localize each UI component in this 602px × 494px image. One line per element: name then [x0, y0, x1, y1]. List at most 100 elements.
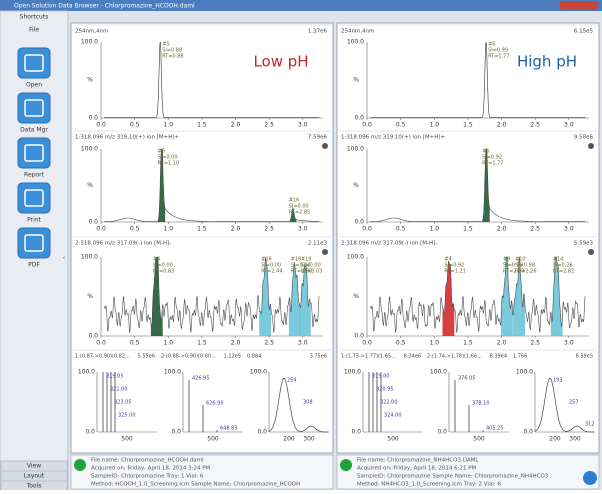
x-tick-label: 300 [569, 436, 581, 443]
sidebar-button[interactable] [17, 92, 51, 124]
sidebar-button[interactable] [17, 182, 51, 214]
sidebar-tab-label: Layout [24, 473, 45, 480]
peak-label: RT=1.77 [482, 161, 504, 167]
x-tick-label: 0.5 [130, 122, 140, 129]
x-tick-label: 3.0 [298, 340, 308, 347]
collapse-arrow: ‹ [63, 255, 65, 262]
sidebar-header: Shortcuts [20, 14, 49, 21]
x-tick-label: 2.0 [231, 122, 241, 129]
spectrum-label: 322.00 [380, 400, 398, 406]
x-tick-label: 1.0 [163, 340, 173, 347]
y-top: 100.0 [250, 369, 267, 376]
y-bottom: 0.0 [88, 333, 98, 340]
status-icon [340, 459, 352, 471]
y-bottom: 0.0 [257, 429, 267, 436]
trace-max: 5.59e3 [574, 241, 594, 247]
spectrum-max: 5.55e6 [138, 354, 155, 360]
peak-label: RT=2.88 [291, 269, 313, 275]
spectrum-label: 626.90 [206, 401, 224, 407]
y-label: % [353, 293, 359, 300]
peak-label: #4 [444, 257, 451, 263]
x-tick-label: 0.0 [96, 226, 106, 233]
button-label: Data Mgr [20, 127, 48, 134]
x-tick-label: 1.0 [429, 340, 439, 347]
y-bottom: 0.0 [354, 115, 364, 122]
x-tick-label: 2.0 [231, 340, 241, 347]
spectrum-label: 378.10 [472, 401, 490, 407]
window-title: Open Solution Data Browser - Chlorpromaz… [14, 3, 195, 10]
y-top: 100.0 [81, 39, 98, 46]
x-tick-label: 500 [387, 436, 399, 443]
x-tick-label: 2.5 [264, 122, 274, 129]
x-tick-label: 500 [121, 436, 133, 443]
spectrum-header: 1:(1.73->1.77)(1.65... [341, 354, 396, 360]
sidebar-button[interactable] [17, 137, 51, 169]
x-tick-label: 2.5 [530, 226, 540, 233]
x-tick-label: 0.5 [396, 340, 406, 347]
button-icon [24, 54, 44, 72]
info-text: Method: NH4HCO3_1.0_Screening.lcm Tray: … [357, 482, 501, 488]
button-label: PDF [28, 262, 40, 269]
x-tick-label: 1.5 [197, 226, 207, 233]
x-tick-label: 1.0 [429, 226, 439, 233]
spectrum-max: 3.75e6 [310, 354, 327, 360]
y-bottom: 0.0 [88, 219, 98, 226]
x-tick-label: 2.5 [264, 340, 274, 347]
sidebar-button[interactable] [17, 47, 51, 79]
x-tick-label: 0.0 [96, 340, 106, 347]
expand-button[interactable] [322, 143, 328, 149]
trace-line [104, 41, 320, 118]
nav-button[interactable] [583, 471, 597, 485]
peak-label: SI=0.98 [503, 263, 523, 269]
peak-label: #5 [162, 42, 169, 48]
spectrum-label: 308 [303, 400, 313, 406]
peak-label: #4 [153, 257, 160, 263]
x-tick-label: 0.5 [130, 226, 140, 233]
x-tick-label: 1.5 [463, 340, 473, 347]
trace-header: 254nm,4nm [75, 29, 108, 35]
expand-button[interactable] [588, 249, 594, 255]
peak-label: RT=3.03 [301, 269, 323, 275]
trace-line [104, 256, 320, 333]
peak-fill [298, 264, 311, 336]
y-bottom: 0.0 [437, 429, 447, 436]
x-tick-label: 2.5 [530, 340, 540, 347]
peak-label: #10 [515, 257, 526, 263]
spectrum-max: 1.12e5 [224, 354, 241, 360]
peak-label: RT=2.08 [503, 269, 524, 275]
peak-label: RT=2.82 [553, 269, 575, 275]
status-icon [74, 459, 86, 471]
spectrum-label: 254 [287, 378, 297, 384]
peak-label: #6 [488, 42, 495, 48]
spectrum-label: 405.25 [486, 426, 504, 432]
sidebar-button[interactable] [17, 227, 51, 259]
x-tick-label: 2.0 [497, 122, 507, 129]
peak-fill [442, 261, 455, 336]
peak-label: SI=0.00 [301, 263, 321, 269]
x-tick-label: 2.0 [497, 226, 507, 233]
peak-label: SI=0.99 [488, 48, 508, 54]
x-tick-label: 0.0 [362, 122, 372, 129]
peak-label: #9 [503, 257, 510, 263]
peak-label: SI=0.00 [158, 155, 178, 161]
x-tick-label: 2.5 [264, 226, 274, 233]
button-icon [24, 99, 44, 117]
peak-label: RT=2.85 [289, 210, 311, 216]
sidebar-menu[interactable]: File [29, 27, 39, 34]
x-tick-label: 500 [473, 436, 485, 443]
trace-header: 1:318.096 m/z 319.10(+) ion [M+H]+ [341, 135, 445, 141]
trace-header: 254nm,4nm [341, 29, 374, 35]
peak-label: SI=0.00 [291, 263, 311, 269]
window-controls[interactable] [560, 1, 598, 10]
info-text: File name: Chlorpromazine_HCOOH.daml [91, 458, 204, 464]
button-label: Report [24, 172, 45, 179]
x-tick-label: 1.0 [163, 226, 173, 233]
spectrum-label: 312 [585, 422, 595, 428]
y-top: 100.0 [344, 369, 361, 376]
trace-header: 1:318.096 m/z 319.10(+) ion [M+H]+ [75, 135, 179, 141]
spectrum-label: 320.95 [376, 387, 394, 393]
expand-button[interactable] [588, 143, 594, 149]
expand-button[interactable] [322, 249, 328, 255]
trace-header: 2:318.096 m/z 317.09(-) ion [M-H]- [75, 241, 171, 247]
button-label: Print [27, 217, 41, 224]
